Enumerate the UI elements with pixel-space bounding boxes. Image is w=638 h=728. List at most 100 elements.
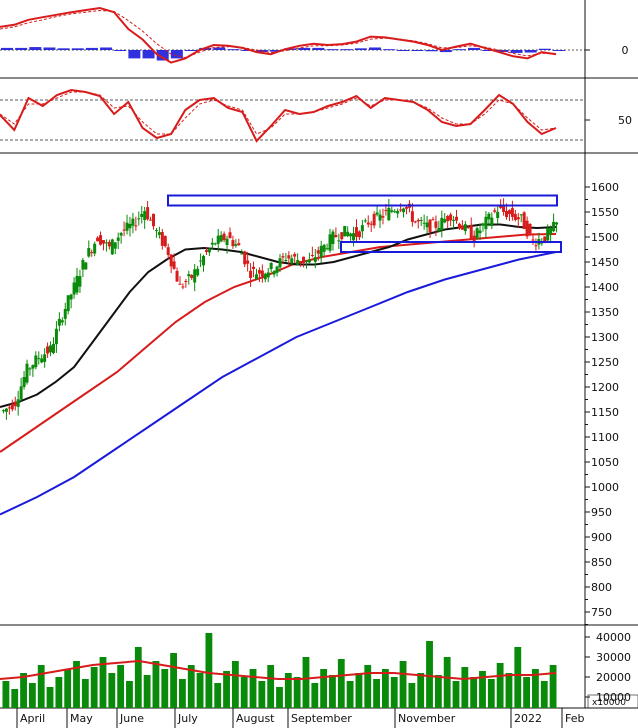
candle-body [152, 213, 156, 227]
macd-histogram-bar [397, 50, 410, 51]
macd-histogram-bar [213, 47, 226, 50]
candle-body [484, 216, 488, 230]
candle-body [187, 274, 191, 277]
macd-histogram-bar [128, 50, 141, 59]
volume-ma-line [0, 659, 557, 681]
macd-histogram-bar [439, 50, 452, 53]
candle-body [175, 270, 179, 282]
candle-body [410, 211, 414, 222]
candle-body [463, 224, 467, 232]
candle-body [202, 255, 206, 266]
candle-body [72, 282, 76, 295]
volume-bar [81, 679, 89, 708]
candle-body [325, 248, 329, 250]
candle-body [384, 210, 388, 212]
candle-body [457, 223, 461, 229]
volume-bar [505, 673, 513, 708]
candle-body [499, 205, 503, 208]
volume-bar [73, 661, 80, 708]
volume-bar [205, 633, 213, 708]
candle-body [43, 354, 47, 362]
volume-scale-label: x10000 [592, 698, 626, 708]
candle-body [137, 218, 141, 220]
candle-body [190, 274, 194, 279]
macd-line [0, 6, 557, 64]
month-label: Feb [565, 712, 584, 725]
price-tick-label: 1200 [591, 381, 619, 394]
candle-body [46, 346, 50, 354]
volume-bar [496, 663, 504, 708]
price-tick-label: 1000 [591, 481, 619, 494]
price-panel: 750 800 850 900 950 1000 1050 1100 1150 1200 1250 1… [0, 153, 638, 626]
candle-body [525, 220, 529, 237]
candle-body [431, 219, 435, 221]
candle-body [284, 259, 288, 261]
candle-body [434, 221, 438, 228]
candle-body [119, 232, 123, 236]
candle-body [75, 275, 79, 293]
price-tick-label: 950 [591, 506, 612, 519]
volume-bar [223, 671, 230, 708]
candle-body [66, 295, 70, 312]
volume-panel: 10000 20000 30000 40000 x10000 [0, 625, 638, 709]
macd-histogram-bar [312, 47, 325, 50]
candle-body [460, 225, 464, 230]
candle-body [522, 212, 526, 229]
macd-histogram-bar [1, 47, 13, 50]
candle-body [237, 243, 241, 246]
candle-body [184, 281, 188, 283]
volume-bar [55, 677, 63, 708]
macd-histogram-bar [453, 49, 466, 51]
candle-body [252, 266, 256, 269]
candle-body [366, 222, 370, 225]
candle-body [381, 216, 385, 218]
candle-body [328, 234, 332, 251]
candle-body [375, 212, 379, 215]
candle-body [63, 308, 67, 319]
month-label: 2022 [514, 712, 542, 725]
macd-panel: 0 [0, 0, 638, 79]
candle-body [422, 222, 426, 224]
volume-bar [470, 677, 478, 708]
macd-histogram-bar [553, 50, 565, 51]
volume-bar [267, 665, 275, 708]
candle-body [446, 216, 450, 222]
volume-bar [179, 679, 186, 708]
candle-body [475, 228, 479, 239]
candle-body [28, 368, 32, 370]
candle-body [78, 276, 82, 287]
macd-histogram-bar [538, 48, 551, 50]
candle-body [455, 216, 459, 221]
candle-body [502, 205, 506, 212]
candle-body [313, 257, 317, 262]
candle-body [281, 256, 285, 258]
candle-body [428, 219, 432, 233]
month-label: November [398, 712, 456, 725]
macd-histogram-bar [185, 50, 197, 51]
candle-body [60, 320, 64, 323]
price-tick-label: 1400 [591, 281, 619, 294]
candle-body [510, 208, 514, 217]
volume-tick-label: 30000 [596, 651, 631, 664]
volume-bar [461, 667, 469, 708]
candle-body [354, 227, 358, 237]
volume-bar [514, 647, 522, 708]
macd-histogram-bar [100, 47, 113, 50]
macd-histogram-bar [298, 47, 311, 50]
candle-body [110, 239, 114, 255]
candle-body [90, 252, 94, 254]
resistance-zone-box [167, 194, 558, 207]
candle-body [322, 244, 326, 252]
candle-body [216, 235, 220, 244]
macd-histogram-bar [170, 50, 183, 59]
volume-scale-box [587, 694, 638, 709]
volume-bar [417, 673, 425, 708]
candle-body [31, 365, 35, 369]
candle-body [69, 294, 73, 300]
candle-body [13, 401, 17, 407]
candle-body [513, 213, 517, 220]
volume-bar [523, 677, 531, 708]
price-tick-label: 900 [591, 531, 612, 544]
macd-histogram-bar [496, 50, 509, 53]
